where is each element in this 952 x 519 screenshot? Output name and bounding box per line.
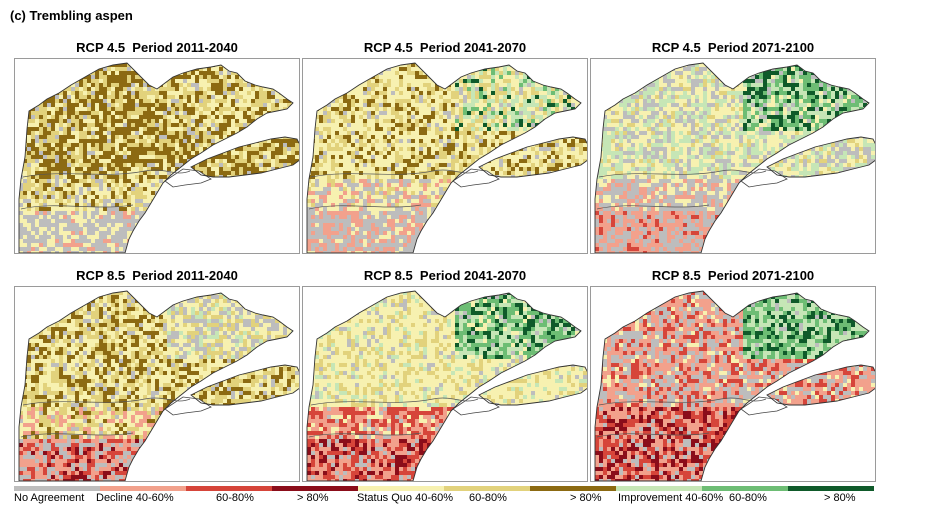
zone-boundary bbox=[596, 204, 710, 210]
map-title-5: RCP 8.5 Period 2041-2070 bbox=[302, 268, 588, 283]
legend-swatch-5 bbox=[358, 486, 444, 491]
quebec-map bbox=[306, 62, 587, 253]
legend-swatch-2 bbox=[100, 486, 186, 491]
province-outline bbox=[306, 290, 582, 481]
quebec-map bbox=[594, 62, 875, 253]
zone-boundary bbox=[596, 432, 710, 438]
quebec-map bbox=[18, 62, 299, 253]
province-outline bbox=[18, 290, 294, 481]
quebec-map bbox=[306, 290, 587, 481]
legend-label-7: > 80% bbox=[570, 492, 602, 504]
zone-boundary bbox=[20, 432, 134, 438]
legend-label-10: > 80% bbox=[824, 492, 856, 504]
legend-label-1: No Agreement bbox=[14, 492, 84, 504]
legend-swatch-8 bbox=[616, 486, 702, 491]
gaspe-outline bbox=[766, 136, 875, 178]
map-title-3: RCP 4.5 Period 2071-2100 bbox=[590, 40, 876, 55]
legend-label-3: 60-80% bbox=[216, 492, 254, 504]
map-title-2: RCP 4.5 Period 2041-2070 bbox=[302, 40, 588, 55]
map-title-6: RCP 8.5 Period 2071-2100 bbox=[590, 268, 876, 283]
legend-swatch-1 bbox=[14, 486, 100, 491]
map-title-1: RCP 4.5 Period 2011-2040 bbox=[14, 40, 300, 55]
figure-title: (c) Trembling aspen bbox=[10, 8, 133, 23]
gaspe-outline bbox=[766, 364, 875, 406]
legend-swatch-9 bbox=[702, 486, 788, 491]
gaspe-outline bbox=[478, 136, 587, 178]
legend-swatch-6 bbox=[444, 486, 530, 491]
legend-swatch-4 bbox=[272, 486, 358, 491]
zone-boundary bbox=[20, 204, 134, 210]
province-outline bbox=[18, 62, 294, 253]
gaspe-outline bbox=[478, 364, 587, 406]
zone-boundary bbox=[308, 432, 422, 438]
legend-swatch-7 bbox=[530, 486, 616, 491]
quebec-map bbox=[18, 290, 299, 481]
map-panel-1 bbox=[14, 58, 300, 254]
zone-boundary bbox=[308, 204, 422, 210]
map-title-4: RCP 8.5 Period 2011-2040 bbox=[14, 268, 300, 283]
legend-label-5: Status Quo 40-60% bbox=[357, 492, 453, 504]
zone-boundary bbox=[598, 397, 767, 406]
legend: No Agreement Decline 40-60% 60-80% > 80% Sta… bbox=[14, 486, 876, 510]
legend-label-6: 60-80% bbox=[469, 492, 507, 504]
map-panel-2 bbox=[302, 58, 588, 254]
map-panel-3 bbox=[590, 58, 876, 254]
gaspe-outline bbox=[190, 136, 299, 178]
zone-boundary bbox=[22, 397, 191, 406]
gaspe-outline bbox=[190, 364, 299, 406]
zone-boundary bbox=[598, 169, 767, 178]
legend-swatch-3 bbox=[186, 486, 272, 491]
legend-label-9: 60-80% bbox=[729, 492, 767, 504]
quebec-map bbox=[594, 290, 875, 481]
legend-label-4: > 80% bbox=[297, 492, 329, 504]
province-outline bbox=[594, 62, 870, 253]
zone-boundary bbox=[22, 169, 191, 178]
map-panel-4 bbox=[14, 286, 300, 482]
province-outline bbox=[594, 290, 870, 481]
legend-swatch-10 bbox=[788, 486, 874, 491]
legend-label-2: Decline 40-60% bbox=[96, 492, 174, 504]
zone-boundary bbox=[310, 397, 479, 406]
province-outline bbox=[306, 62, 582, 253]
zone-boundary bbox=[310, 169, 479, 178]
map-panel-5 bbox=[302, 286, 588, 482]
map-panel-6 bbox=[590, 286, 876, 482]
legend-label-8: Improvement 40-60% bbox=[618, 492, 723, 504]
